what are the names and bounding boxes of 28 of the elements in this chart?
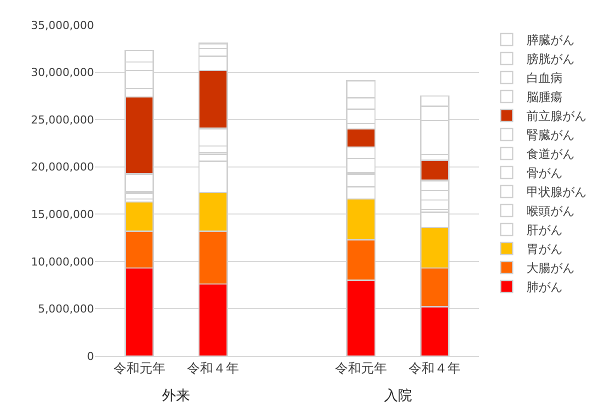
legend-label: 脳腫瘍 — [526, 90, 563, 104]
legend-label: 喉頭がん — [526, 204, 575, 218]
legend-label: 骨がん — [526, 166, 563, 180]
x-tick-label: 令和元年 — [334, 362, 387, 377]
legend-label: 大腸がん — [526, 261, 575, 276]
legend-label: 膵臓がん — [526, 33, 575, 48]
x-tick-label: 令和４年 — [408, 362, 461, 377]
legend-label: 前立腺がん — [526, 109, 587, 124]
legend-label: 肺がん — [526, 280, 563, 294]
y-tick-label: 15,000,000 — [31, 208, 94, 221]
y-tick-label: 5,000,000 — [38, 302, 94, 316]
legend-label: 肝がん — [526, 223, 563, 238]
x-tick-label: 令和４年 — [187, 362, 240, 377]
legend-label: 白血病 — [526, 71, 563, 86]
text: 外来 — [162, 388, 190, 404]
y-tick-label: 20,000,000 — [31, 160, 94, 174]
y-tick-label: 10,000,000 — [31, 255, 94, 268]
y-tick-label: 0 — [87, 350, 94, 363]
legend-label: 甲状腺がん — [526, 185, 587, 200]
legend-label: 胃がん — [526, 242, 563, 256]
text: 入院 — [384, 388, 412, 404]
legend-label: 食道がん — [526, 147, 575, 162]
x-tick-label: 令和元年 — [113, 362, 166, 377]
legend-label: 膀胱がん — [526, 52, 575, 66]
y-tick-label: 35,000,000 — [31, 18, 94, 32]
legend-label: 腎臓がん — [526, 128, 575, 142]
y-tick-label: 30,000,000 — [31, 66, 94, 80]
y-tick-label: 25,000,000 — [31, 113, 94, 126]
